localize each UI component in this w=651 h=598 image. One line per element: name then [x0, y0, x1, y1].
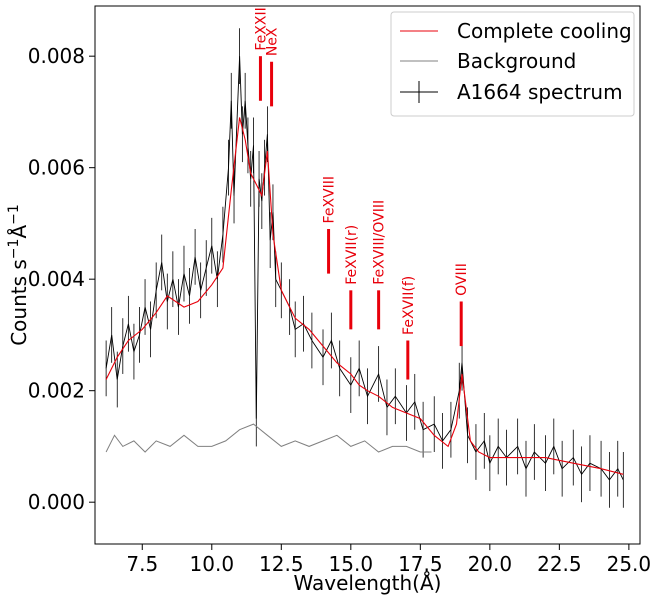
line-label: FeXVII(r)	[344, 225, 360, 285]
x-tick-label: 17.5	[398, 552, 443, 576]
series-layer	[105, 28, 624, 508]
line-label: FeXVIII/OVIII	[372, 200, 388, 285]
legend-label-background: Background	[457, 49, 576, 73]
y-tick-label: 0.002	[28, 379, 85, 403]
y-tick-label: 0.004	[28, 267, 85, 291]
line-label: NeX	[265, 27, 281, 56]
line-label: OVIII	[454, 263, 470, 296]
y-axis-title-main: Counts s	[7, 259, 31, 346]
x-tick-label: 12.5	[259, 552, 304, 576]
y-axis-title-sup2: −1	[6, 204, 22, 225]
y-axis: 0.000 0.002 0.004 0.006 0.008	[28, 44, 95, 514]
x-tick-label: 15.0	[329, 552, 374, 576]
legend-label-spectrum: A1664 spectrum	[457, 80, 623, 104]
line-label: FeXVII(f)	[401, 276, 417, 335]
background-line	[105, 423, 432, 453]
y-axis-title-mid: Å	[7, 225, 31, 239]
legend-box	[390, 11, 635, 117]
x-axis-title: Wavelength(Å)	[294, 571, 442, 595]
legend: Complete cooling Background A1664 spectr…	[390, 11, 635, 117]
x-tick-label: 20.0	[468, 552, 513, 576]
complete-cooling-line	[105, 117, 624, 475]
x-tick-label: 10.0	[190, 552, 235, 576]
x-tick-label: 25.0	[607, 552, 651, 576]
legend-swatch-spectrum	[400, 81, 438, 103]
y-tick-label: 0.008	[28, 44, 85, 68]
legend-label-complete-cooling: Complete cooling	[457, 19, 632, 43]
x-tick-label: 22.5	[537, 552, 582, 576]
y-axis-title: Counts s−1Å−1	[6, 204, 31, 346]
line-label: FeXVIII	[322, 176, 338, 223]
y-tick-label: 0.000	[28, 490, 85, 514]
y-axis-title-sup1: −1	[6, 239, 22, 260]
y-tick-label: 0.006	[28, 156, 85, 180]
x-axis: 7.5 10.0 12.5 15.0 17.5 20.0 22.5 25.0	[126, 544, 651, 576]
plot-area	[94, 5, 641, 545]
line-label: FeXXII	[253, 7, 269, 50]
x-tick-label: 7.5	[126, 552, 158, 576]
